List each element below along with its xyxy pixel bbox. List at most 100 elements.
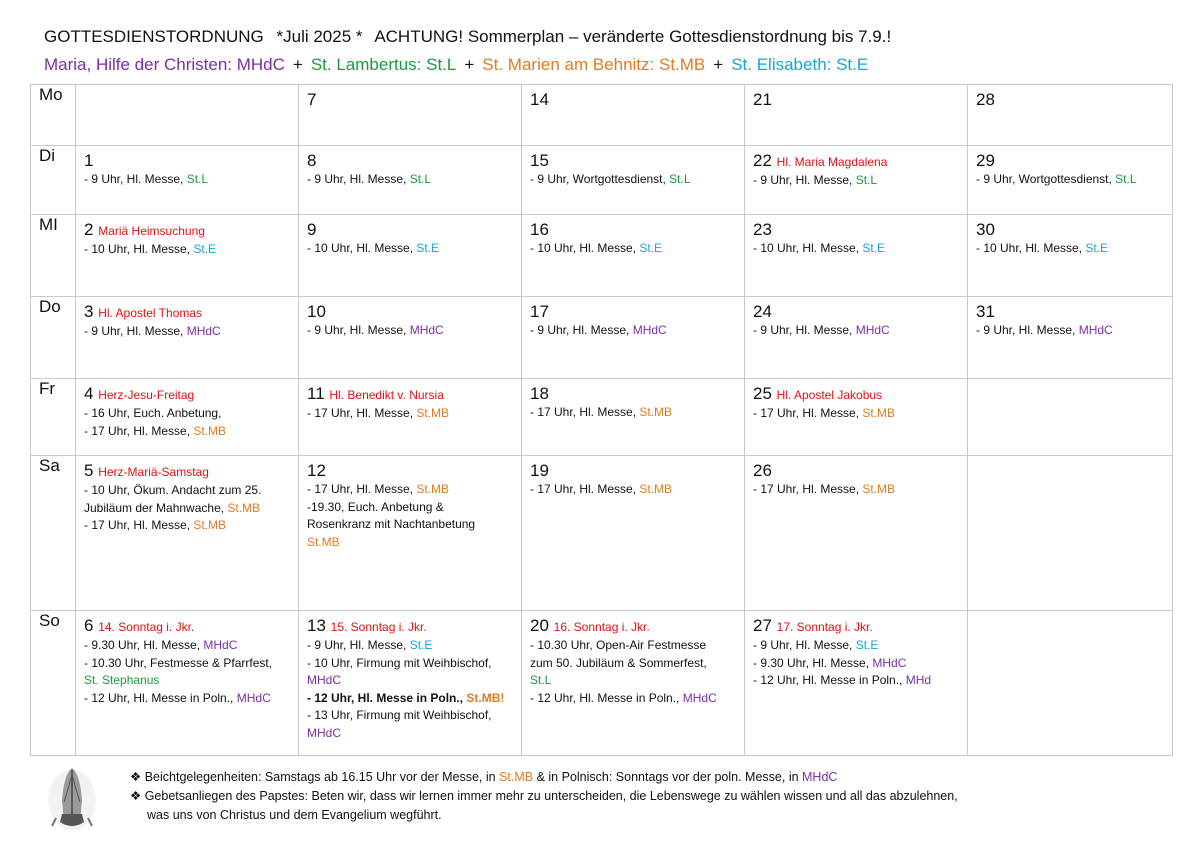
service-entry: - 9 Uhr, Hl. Messe, MHdC <box>307 322 521 340</box>
title-month: *Juli 2025 * <box>276 27 363 46</box>
date-heading: 11 Hl. Benedikt v. Nursia <box>307 384 521 405</box>
day-cell: 10- 9 Uhr, Hl. Messe, MHdC <box>298 296 522 379</box>
parish-code: MHdC <box>1078 323 1113 337</box>
date-number: 11 <box>307 384 325 403</box>
footer-notes: ❖ Beichtgelegenheiten: Samstags ab 16.15… <box>130 768 958 825</box>
service-entry: - 9 Uhr, Hl. Messe, MHdC <box>84 323 298 341</box>
service-text: - 12 Uhr, Hl. Messe in Poln., <box>530 690 683 705</box>
service-text: - 12 Uhr, Hl. Messe in Poln., <box>307 690 467 705</box>
feast-name: Herz-Jesu-Freitag <box>98 388 195 402</box>
title-notice: ACHTUNG! Sommerplan – veränderte Gottesd… <box>374 27 892 46</box>
date-heading: 15 <box>530 151 744 171</box>
date-number: 29 <box>976 151 995 170</box>
day-cell: 14 <box>521 84 745 146</box>
parish-code: MHd <box>905 673 932 687</box>
calendar-row: Di 1- 9 Uhr, Hl. Messe, St.L 8- 9 Uhr, Hl.… <box>30 145 1173 215</box>
service-text: Rosenkranz mit Nachtanbetung <box>307 517 476 531</box>
service-text: - 10 Uhr, Hl. Messe, <box>307 241 417 255</box>
parish-code: St. Stephanus <box>84 673 160 687</box>
service-entry: - 17 Uhr, Hl. Messe, St.MB <box>307 481 521 499</box>
calendar-row: MI 2 Mariä Heimsuchung - 10 Uhr, Hl. Messe… <box>30 214 1173 297</box>
service-text: - 12 Uhr, Hl. Messe in Poln., <box>84 690 237 705</box>
day-cell: 25 Hl. Apostel Jakobus - 17 Uhr, Hl. Mess… <box>744 378 968 456</box>
service-entry: - 12 Uhr, Hl. Messe in Poln., MHdC <box>84 690 298 708</box>
date-heading: 20 16. Sonntag i. Jkr. <box>530 616 744 637</box>
service-entry: MHdC <box>307 672 521 690</box>
prayer-line-1: Gebetsanliegen des Papstes: Beten wir, d… <box>144 789 958 803</box>
service-text: - 9 Uhr, Hl. Messe, <box>84 172 187 186</box>
legend-plus: + <box>292 55 303 74</box>
date-number: 1 <box>84 151 94 170</box>
date-heading: 10 <box>307 302 521 322</box>
parish-code: St.MB <box>639 482 673 496</box>
service-entry: - 12 Uhr, Hl. Messe in Poln., MHdC <box>530 690 744 708</box>
parish-code: MHdC <box>632 323 667 337</box>
service-entry: - 10.30 Uhr, Open-Air Festmesse <box>530 637 744 655</box>
service-entry: - 9 Uhr, Hl. Messe, MHdC <box>530 322 744 340</box>
feast-name: Hl. Apostel Jakobus <box>776 388 883 402</box>
date-number: 20 <box>530 616 549 635</box>
service-text: - 9 Uhr, Wortgottesdienst, <box>976 172 1116 186</box>
service-entry: - 17 Uhr, Hl. Messe, St.MB <box>84 517 298 535</box>
service-entry: - 9.30 Uhr, Hl. Messe, MHdC <box>84 637 298 655</box>
parish-code: St.E <box>193 242 217 256</box>
feast-name: 17. Sonntag i. Jkr. <box>776 620 873 634</box>
praying-hands-icon <box>48 768 96 830</box>
day-cell: 5 Herz-Mariä-Samstag - 10 Uhr, Ökum. Anda… <box>75 455 299 611</box>
date-heading: 6 14. Sonntag i. Jkr. <box>84 616 298 637</box>
date-number: 18 <box>530 384 549 403</box>
parish-code: St.MB <box>862 482 896 496</box>
date-heading: 26 <box>753 461 967 481</box>
date-number: 8 <box>307 151 317 170</box>
date-number: 9 <box>307 220 317 239</box>
parish-code: St.E <box>409 638 433 652</box>
legend-stmb: St. Marien am Behnitz: St.MB <box>482 55 706 74</box>
day-cell: 26- 17 Uhr, Hl. Messe, St.MB <box>744 455 968 611</box>
date-number: 19 <box>530 461 549 480</box>
day-cell: 12- 17 Uhr, Hl. Messe, St.MB -19.30, Euch… <box>298 455 522 611</box>
legend-mhdc: Maria, Hilfe der Christen: MHdC <box>44 55 285 74</box>
date-number: 3 <box>84 302 94 321</box>
calendar-row: Fr 4 Herz-Jesu-Freitag - 16 Uhr, Euch. Anb… <box>30 378 1173 456</box>
service-text: - 10 Uhr, Ökum. Andacht zum 25. <box>84 483 262 497</box>
service-entry: - 9 Uhr, Hl. Messe, St.E <box>307 637 521 655</box>
day-cell: 18- 17 Uhr, Hl. Messe, St.MB <box>521 378 745 456</box>
date-number: 6 <box>84 616 94 635</box>
service-text: - 9 Uhr, Hl. Messe, <box>976 323 1079 337</box>
day-cell: 23- 10 Uhr, Hl. Messe, St.E <box>744 214 968 297</box>
feast-name: Herz-Mariä-Samstag <box>98 465 209 479</box>
service-text: -19.30, Euch. Anbetung & <box>307 499 444 514</box>
weekday-label: MI <box>30 214 76 297</box>
date-heading: 21 <box>753 90 967 110</box>
service-entry: - 10 Uhr, Hl. Messe, St.E <box>530 240 744 258</box>
day-cell: 1- 9 Uhr, Hl. Messe, St.L <box>75 145 299 215</box>
parish-code: MHdC <box>409 323 444 337</box>
calendar-row: Sa 5 Herz-Mariä-Samstag - 10 Uhr, Ökum. An… <box>30 455 1173 611</box>
parish-code: St.MB <box>227 500 261 515</box>
day-cell <box>967 610 1173 756</box>
confession-note: ❖ Beichtgelegenheiten: Samstags ab 16.15… <box>130 768 958 787</box>
parish-code: St.E <box>855 638 879 652</box>
parish-code: St.MB! <box>466 690 505 705</box>
date-heading: 9 <box>307 220 521 240</box>
date-heading: 30 <box>976 220 1172 240</box>
service-text: - 17 Uhr, Hl. Messe, <box>530 405 640 419</box>
service-entry: - 16 Uhr, Euch. Anbetung, <box>84 405 298 423</box>
day-cell: 3 Hl. Apostel Thomas - 9 Uhr, Hl. Messe, … <box>75 296 299 379</box>
feast-name: 15. Sonntag i. Jkr. <box>330 620 427 634</box>
service-text: - 10 Uhr, Hl. Messe, <box>84 242 194 256</box>
page-title: GOTTESDIENSTORDNUNG *Juli 2025 * ACHTUNG… <box>44 27 899 47</box>
service-entry: - 10.30 Uhr, Festmesse & Pfarrfest, <box>84 655 298 673</box>
confession-mid: & in Polnisch: Sonntags vor der poln. Me… <box>533 770 803 784</box>
date-number: 28 <box>976 90 995 109</box>
service-entry: - 9 Uhr, Wortgottesdienst, St.L <box>976 171 1172 189</box>
day-cell: 27 17. Sonntag i. Jkr. - 9 Uhr, Hl. Messe… <box>744 610 968 756</box>
service-entry: - 9 Uhr, Hl. Messe, MHdC <box>753 322 967 340</box>
date-heading: 31 <box>976 302 1172 322</box>
prayer-line-2: was uns von Christus und dem Evangelium … <box>147 808 442 822</box>
date-number: 21 <box>753 90 772 109</box>
parish-code: St.L <box>669 172 691 186</box>
date-heading: 12 <box>307 461 521 481</box>
date-heading: 16 <box>530 220 744 240</box>
service-text: - 13 Uhr, Firmung mit Weihbischof, <box>307 708 492 722</box>
